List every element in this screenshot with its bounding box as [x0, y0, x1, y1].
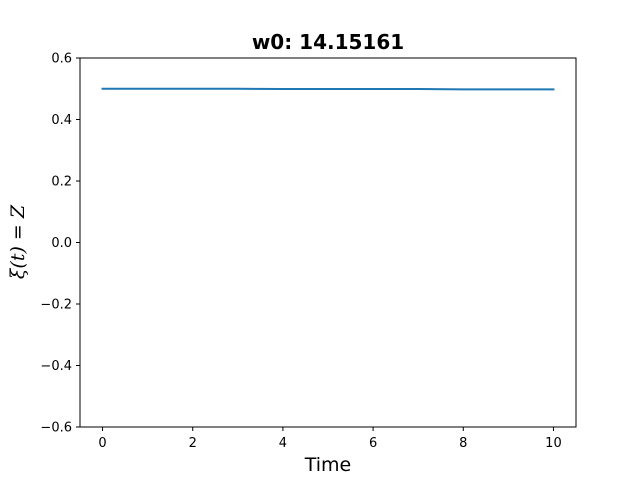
- x-tick-label: 8: [459, 436, 467, 451]
- x-tick-label: 10: [545, 436, 562, 451]
- x-axis-label: Time: [304, 454, 352, 476]
- chart-title: w0: 14.15161: [252, 30, 404, 54]
- x-tick-label: 2: [189, 436, 197, 451]
- x-tick-label: 0: [98, 436, 106, 451]
- y-axis-ticks: −0.6 −0.4 −0.2 0.0 0.2 0.4 0.6: [40, 52, 80, 436]
- y-tick-label: −0.2: [40, 298, 72, 313]
- x-tick-label: 6: [369, 436, 377, 451]
- y-axis-label: ξ(t) = Z: [7, 204, 29, 279]
- x-tick-label: 4: [279, 436, 287, 451]
- y-tick-label: 0.2: [51, 175, 72, 190]
- y-tick-label: 0.4: [51, 113, 72, 128]
- series-line-0: [101, 87, 555, 91]
- y-tick-label: 0.0: [51, 236, 72, 251]
- y-tick-label: −0.4: [40, 359, 72, 374]
- y-tick-label: 0.6: [51, 52, 72, 67]
- y-tick-label: −0.6: [40, 421, 72, 436]
- x-axis-ticks: 0 2 4 6 8 10: [98, 427, 562, 451]
- series-layer: [101, 87, 555, 91]
